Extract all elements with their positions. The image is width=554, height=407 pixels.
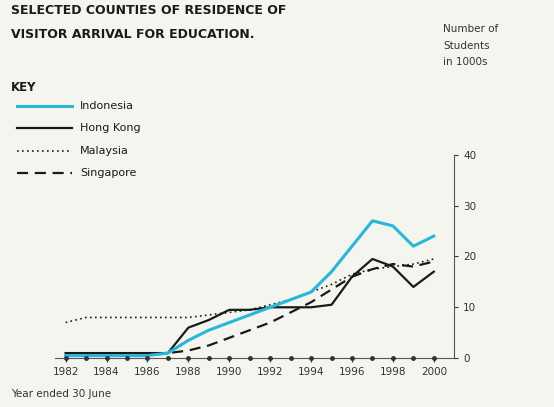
Text: Year ended 30 June: Year ended 30 June: [11, 389, 111, 399]
Text: Singapore: Singapore: [80, 168, 137, 178]
Text: in 1000s: in 1000s: [443, 57, 488, 67]
Text: Hong Kong: Hong Kong: [80, 123, 141, 133]
Text: Malaysia: Malaysia: [80, 146, 129, 155]
Text: Students: Students: [443, 41, 490, 51]
Text: Indonesia: Indonesia: [80, 101, 134, 111]
Text: Number of: Number of: [443, 24, 499, 35]
Text: SELECTED COUNTIES OF RESIDENCE OF: SELECTED COUNTIES OF RESIDENCE OF: [11, 4, 286, 17]
Text: KEY: KEY: [11, 81, 37, 94]
Text: VISITOR ARRIVAL FOR EDUCATION.: VISITOR ARRIVAL FOR EDUCATION.: [11, 28, 255, 42]
